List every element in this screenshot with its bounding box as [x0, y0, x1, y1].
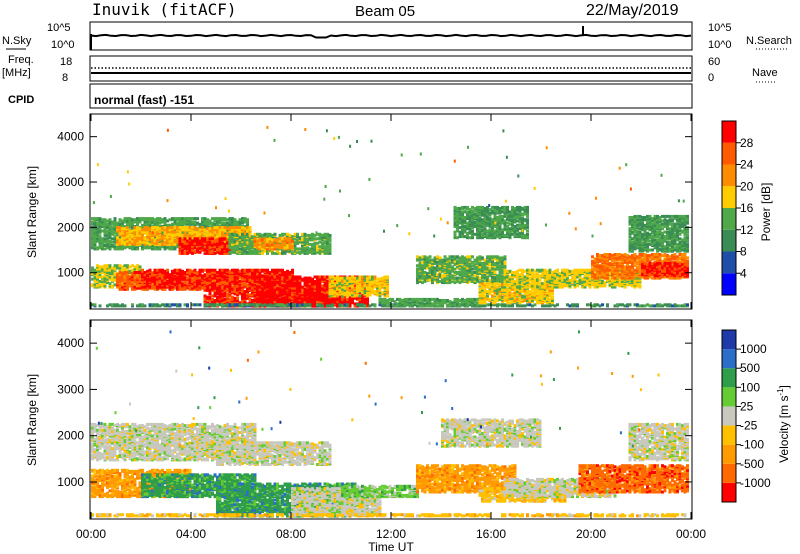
heat-cell-power: [149, 269, 152, 272]
heat-cell-power: [126, 226, 129, 229]
freq-bottom-tick: 8: [62, 72, 68, 84]
freq-unit: [MHz]: [2, 67, 31, 79]
cpid-value: normal (fast) -151: [94, 93, 194, 107]
nsearch-label: N.Search: [746, 35, 792, 47]
heat-cell-power: [296, 233, 299, 236]
nsky-top-tick: 10^5: [47, 22, 71, 34]
heat-cell-power: [249, 226, 252, 229]
heat-cell-power: [196, 217, 199, 220]
heat-cell-power: [329, 243, 332, 246]
radar-plot: Inuvik (fitACF) Beam 05 22/May/2019 N.Sk…: [0, 0, 800, 554]
nave-label: Nave: [752, 67, 778, 79]
heat-cell-power: [329, 234, 332, 237]
date-title: 22/May/2019: [586, 2, 679, 19]
nsky-trace: [91, 35, 691, 38]
heat-cell-power: [166, 269, 169, 272]
nsearch-top-tick: 10^5: [708, 22, 732, 34]
freq-strip-frame: [90, 56, 692, 81]
nave-bottom-tick: 0: [708, 72, 714, 84]
heat-cell-power: [291, 240, 294, 243]
nsearch-bottom-tick: 10^0: [708, 39, 732, 51]
nsky-label: N.Sky: [2, 35, 32, 47]
heat-cell-power: [114, 217, 117, 220]
power-heatmap: [91, 126, 689, 308]
heat-cell-power: [126, 271, 129, 274]
freq-label: Freq.: [8, 54, 34, 66]
heat-cell-power: [246, 218, 249, 221]
heat-cell-power: [139, 265, 142, 268]
station-title: Inuvik (fitACF): [92, 0, 237, 19]
cpid-label: CPID: [8, 94, 34, 106]
nave-top-tick: 60: [708, 56, 720, 68]
beam-title: Beam 05: [355, 3, 415, 20]
heat-cell-power: [291, 269, 294, 272]
heat-cell-power: [291, 245, 294, 248]
nsky-bottom-tick: 10^0: [51, 39, 75, 51]
heat-cell-power: [274, 233, 277, 236]
heat-cell-power: [236, 297, 239, 300]
freq-top-tick: 18: [60, 56, 72, 68]
